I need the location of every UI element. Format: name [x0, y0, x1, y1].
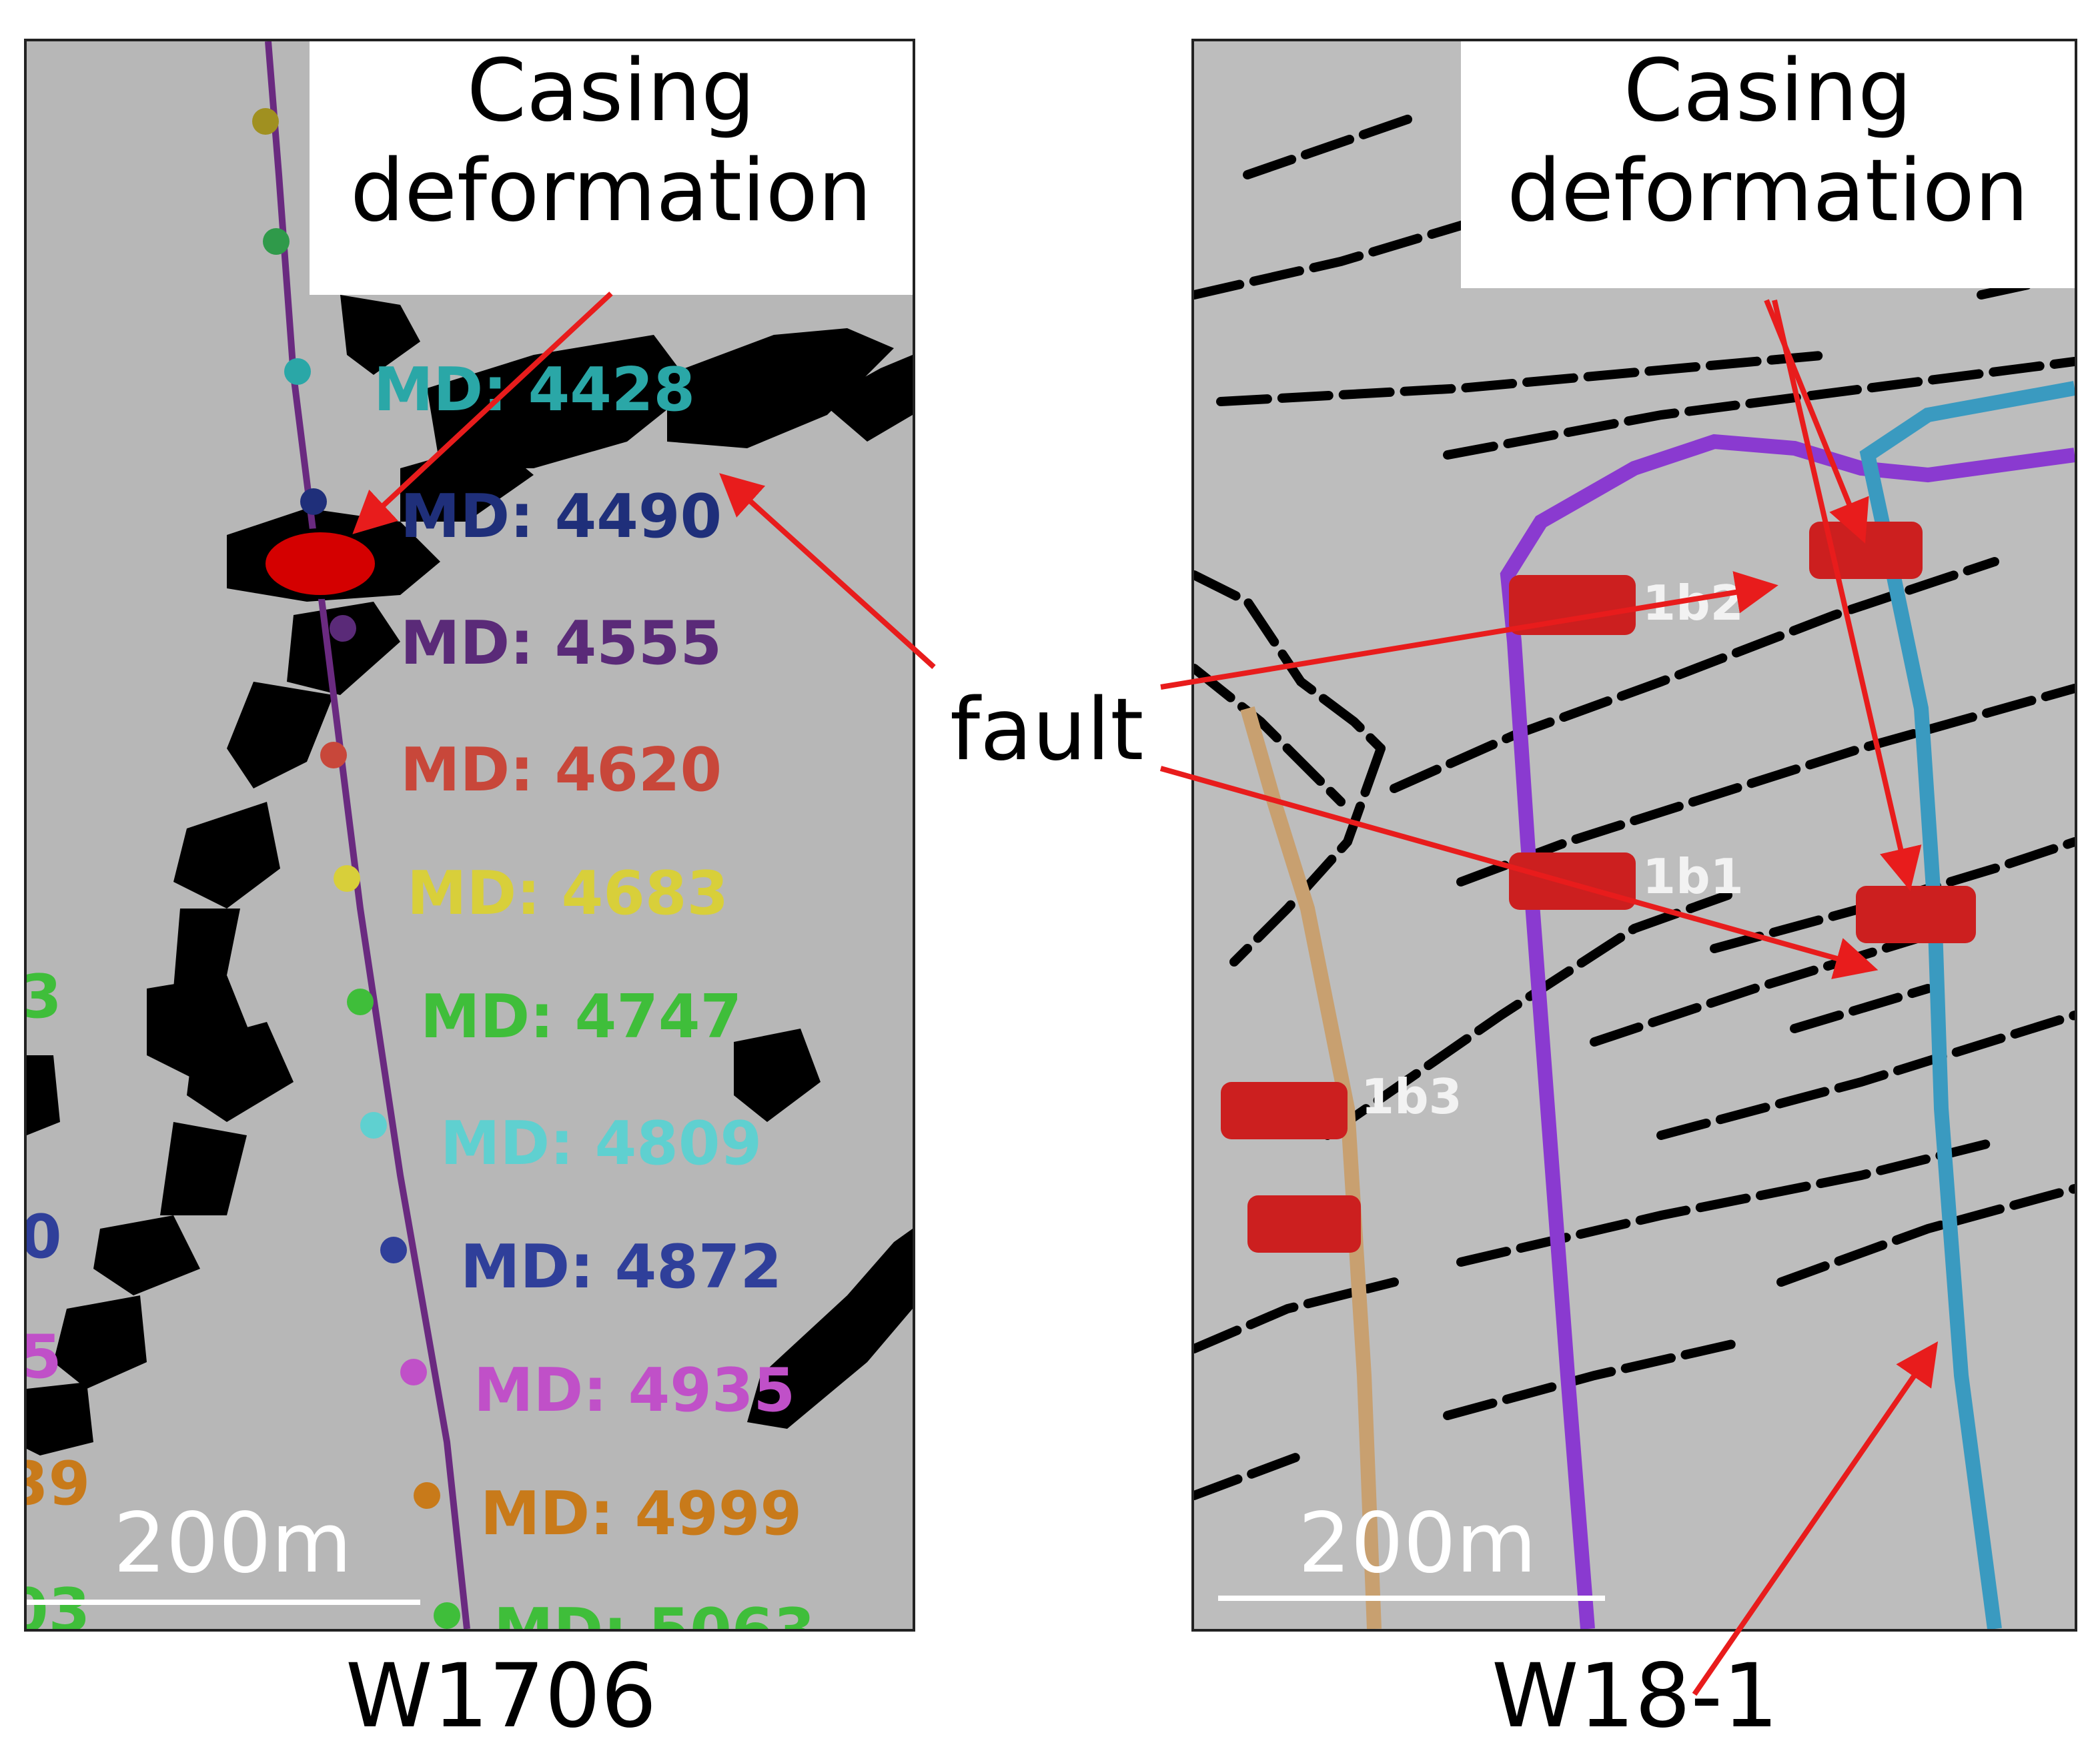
fault-trace [1194, 1277, 1399, 1353]
left-depth-markers [252, 108, 460, 1629]
md-depth-label: MD: 4935 [474, 1355, 796, 1425]
right-well-name: W18-1 [1492, 1645, 1779, 1748]
right-scale-label: 200m [1298, 1496, 1537, 1592]
depth-marker-dot [360, 1112, 387, 1139]
clipped-depth-label: 3 [24, 962, 62, 1032]
callout-line: Casing [466, 41, 756, 141]
md-depth-label: MD: 4872 [460, 1232, 782, 1302]
fault-arrow-right-upper [1160, 571, 1778, 690]
md-depth-label: MD: 4620 [400, 735, 722, 805]
right-casing-arrow-b [1772, 300, 1922, 891]
callout-line: Casing [1623, 41, 1913, 141]
fault-trace [1323, 891, 1732, 1140]
clipped-depth-label: 0 [24, 1202, 62, 1272]
fault-trace [1194, 217, 1479, 300]
clipped-depth-label: 5 [24, 1322, 62, 1392]
fault-arrow-bottom [1692, 1341, 1939, 1696]
fault-trace [227, 682, 334, 788]
depth-marker-dot [400, 1359, 427, 1385]
callout-line: deformation [1506, 141, 2029, 241]
depth-marker-dot [300, 488, 327, 515]
fault-trace [160, 1122, 247, 1215]
fault-arrow-right-lower [1159, 766, 1879, 979]
right-scale-bar [1218, 1596, 1605, 1601]
fault-trace [1229, 744, 1386, 967]
depth-marker-dot [320, 742, 347, 768]
depth-marker-dot [334, 865, 360, 892]
casing-deformation-marker [1509, 575, 1636, 635]
fault-trace [1443, 1337, 1746, 1420]
fault-trace [1790, 984, 1933, 1033]
casing-deformation-marker [1856, 886, 1976, 943]
depth-marker-dot [380, 1237, 407, 1263]
depth-marker-dot [434, 1602, 460, 1629]
fault-trace [53, 1295, 147, 1389]
depth-marker-dot [263, 228, 290, 255]
depth-marker-dot [284, 358, 311, 385]
md-depth-label: MD: 5063 [494, 1596, 816, 1632]
fault-trace [27, 1382, 93, 1455]
fault-trace [1776, 1184, 2075, 1287]
fault-label: fault [950, 680, 1144, 780]
fault-trace [1194, 570, 1386, 753]
casing-deformation-marker [1247, 1195, 1361, 1253]
fault-trace [734, 1029, 821, 1122]
fault-trace [821, 355, 913, 442]
left-scale-bar [27, 1600, 420, 1605]
md-depth-label: MD: 4683 [407, 858, 729, 929]
md-depth-label: MD: 4809 [440, 1109, 762, 1179]
fault-trace [427, 335, 694, 468]
fault-trace [340, 295, 420, 375]
fault-trace [1194, 1451, 1305, 1500]
md-depth-label: MD: 4747 [420, 982, 742, 1052]
depth-marker-dot [414, 1482, 440, 1509]
right-casing-deformation-callout: Casing deformation [1461, 41, 2075, 288]
fault-trace [93, 1215, 200, 1295]
casing-deformation-marker [1221, 1082, 1348, 1139]
fault-trace [1656, 1011, 2075, 1140]
fault-trace [27, 1055, 60, 1135]
md-depth-label: MD: 4999 [480, 1479, 803, 1549]
fault-trace [187, 1022, 294, 1122]
fault-trace [747, 1229, 913, 1429]
marker-tag: 1b3 [1361, 1069, 1462, 1125]
left-casing-arrow [352, 291, 613, 534]
left-well-name: W1706 [346, 1645, 657, 1748]
right-fault-map [1194, 110, 2075, 1629]
clipped-depth-label: 39 [27, 1449, 91, 1519]
fault-trace [1443, 357, 2075, 460]
fault-trace [173, 909, 240, 989]
md-depth-label: MD: 4555 [400, 608, 722, 678]
casing-deformation-marker [261, 528, 379, 599]
depth-marker-dot [330, 615, 356, 642]
marker-tag: 1b1 [1642, 848, 1744, 905]
fault-trace [1216, 350, 1832, 406]
depth-marker-dot [252, 108, 279, 135]
right-well-blue [1859, 381, 2075, 1629]
fault-trace [1390, 557, 1999, 793]
right-well-tan [1240, 706, 1382, 1629]
left-casing-deformation-callout: Casing deformation [310, 41, 913, 295]
fault-trace [1243, 110, 1426, 179]
fault-trace [173, 802, 280, 909]
fault-arrow-left [719, 473, 936, 669]
fault-trace [667, 328, 894, 448]
right-well-purple [1500, 434, 2075, 1629]
md-depth-label: MD: 4490 [400, 482, 722, 552]
fault-trace [1194, 664, 1346, 806]
fault-trace [287, 602, 400, 695]
left-scale-label: 200m [113, 1496, 352, 1592]
callout-line: deformation [350, 141, 873, 241]
depth-marker-dot [347, 989, 374, 1015]
left-well-trajectory [265, 41, 470, 1629]
